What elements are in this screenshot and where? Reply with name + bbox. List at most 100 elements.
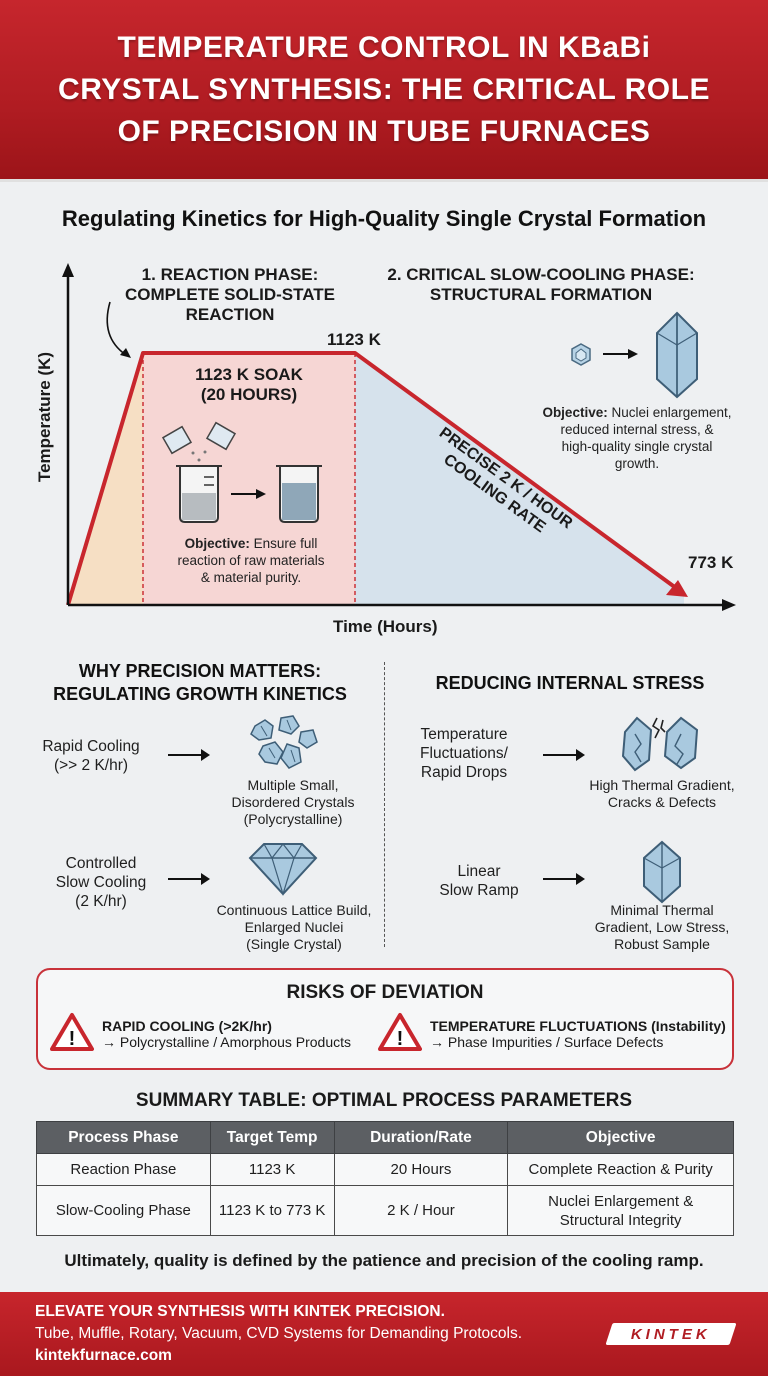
objective-line-1: Nuclei Enlargement & bbox=[548, 1192, 694, 1210]
slow-ramp-label: Linear Slow Ramp bbox=[424, 862, 534, 900]
x-axis-label: Time (Hours) bbox=[333, 617, 438, 636]
fluctuations-line-3: Rapid Drops bbox=[420, 764, 508, 781]
polycrystalline-caption: Multiple Small, Disordered Crystals (Pol… bbox=[208, 777, 378, 828]
peak-temp-label: 1123 K bbox=[327, 330, 381, 349]
phase1-objective: Objective: Ensure full reaction of raw m… bbox=[158, 535, 344, 586]
phase2-objective-label: Objective: bbox=[542, 405, 608, 420]
single-crystal-line-3: (Single Crystal) bbox=[246, 936, 342, 952]
phase1-title-line-3: REACTION bbox=[185, 305, 275, 324]
header-banner: TEMPERATURE CONTROL IN KBaBi CRYSTAL SYN… bbox=[0, 0, 768, 182]
fluctuations-line-1: Temperature bbox=[420, 726, 508, 743]
stress-section-title: REDUCING INTERNAL STRESS bbox=[435, 673, 705, 693]
slow-ramp-line-2: Slow Ramp bbox=[439, 882, 519, 899]
phase2-objective-line-4: growth. bbox=[614, 456, 660, 471]
table-row: Slow-Cooling Phase 1123 K to 773 K 2 K /… bbox=[36, 1185, 734, 1236]
risk-item-fluctuations: TEMPERATURE FLUCTUATIONS (Instability) →… bbox=[430, 1018, 730, 1050]
y-axis-label: Temperature (K) bbox=[35, 351, 54, 483]
soak-label: 1123 K SOAK (20 HOURS) bbox=[143, 365, 355, 405]
polycrystalline-line-1: Multiple Small, bbox=[247, 777, 339, 793]
temperature-profile-diagram: Temperature (K) Time (Hours) 1. REACTION… bbox=[0, 255, 768, 655]
robust-line-1: Minimal Thermal bbox=[610, 902, 714, 918]
phase1-objective-line-3: & material purity. bbox=[200, 570, 302, 585]
polycrystal-cluster-icon bbox=[250, 715, 318, 769]
cell-temp: 1123 K to 773 K bbox=[209, 1185, 335, 1236]
robust-crystal-icon bbox=[643, 840, 681, 904]
phase2-title-line-2: STRUCTURAL FORMATION bbox=[429, 285, 653, 304]
phase1-objective-label: Objective: bbox=[184, 536, 250, 551]
header-target-temp: Target Temp bbox=[209, 1121, 335, 1154]
footer-products: Tube, Muffle, Rotary, Vacuum, CVD System… bbox=[35, 1325, 523, 1342]
svg-text:!: ! bbox=[69, 1028, 76, 1050]
precision-title-line-1: WHY PRECISION MATTERS: bbox=[78, 661, 322, 681]
single-crystal-caption: Continuous Lattice Build, Enlarged Nucle… bbox=[196, 902, 392, 953]
warning-icon: ! bbox=[378, 1013, 422, 1051]
kintek-logo[interactable]: KINTEK bbox=[605, 1323, 737, 1345]
precision-title-line-2: REGULATING GROWTH KINETICS bbox=[53, 684, 347, 704]
risk-item-rapid-cooling: RAPID COOLING (>2K/hr) → Polycrystalline… bbox=[102, 1018, 382, 1050]
risk-2-text: → Phase Impurities / Surface Defects bbox=[430, 1034, 664, 1050]
phase2-objective-line-2: reduced internal stress, & bbox=[560, 422, 714, 437]
title-line-3: OF PRECISION IN TUBE FURNACES bbox=[117, 114, 651, 148]
end-temp-label: 773 K bbox=[688, 553, 734, 572]
rapid-cooling-line-1: Rapid Cooling bbox=[42, 738, 140, 755]
cell-duration: 20 Hours bbox=[333, 1153, 509, 1186]
slow-cooling-line-1: Controlled bbox=[65, 855, 137, 872]
cracks-caption: High Thermal Gradient, Cracks & Defects bbox=[574, 777, 750, 811]
cell-phase: Slow-Cooling Phase bbox=[36, 1185, 211, 1236]
cell-phase: Reaction Phase bbox=[36, 1153, 211, 1186]
precision-section-title: WHY PRECISION MATTERS: REGULATING GROWTH… bbox=[20, 660, 380, 706]
summary-table: Process Phase Target Temp Duration/Rate … bbox=[36, 1121, 734, 1236]
pouring-crucibles-icon bbox=[161, 421, 237, 462]
polycrystalline-line-3: (Polycrystalline) bbox=[243, 811, 343, 827]
slow-cooling-label: Controlled Slow Cooling (2 K/hr) bbox=[36, 854, 166, 911]
beaker-mixing-icon bbox=[176, 465, 222, 523]
phase1-objective-line-2: reaction of raw materials bbox=[177, 553, 325, 568]
profile-svg bbox=[62, 263, 736, 611]
title-line-2: CRYSTAL SYNTHESIS: THE CRITICAL ROLE bbox=[58, 72, 710, 106]
soak-label-line-1: 1123 K SOAK bbox=[195, 365, 303, 384]
footer-banner: ELEVATE YOUR SYNTHESIS WITH KINTEK PRECI… bbox=[0, 1292, 768, 1376]
phase2-objective-line-3: high-quality single crystal bbox=[561, 439, 713, 454]
cell-objective: Complete Reaction & Purity bbox=[507, 1153, 734, 1186]
y-axis-arrow bbox=[62, 263, 74, 277]
footer-website-link[interactable]: kintekfurnace.com bbox=[35, 1347, 172, 1364]
header-objective: Objective bbox=[507, 1121, 734, 1154]
phase1-pointer-head bbox=[120, 348, 131, 358]
kintek-logo-text: KINTEK bbox=[631, 1325, 711, 1343]
cell-objective: Nuclei Enlargement & Structural Integrit… bbox=[507, 1185, 734, 1236]
cooling-region bbox=[355, 353, 684, 605]
risks-title: RISKS OF DEVIATION bbox=[286, 982, 484, 1003]
soak-region bbox=[143, 353, 355, 605]
summary-title: SUMMARY TABLE: OPTIMAL PROCESS PARAMETER… bbox=[135, 1090, 633, 1111]
risks-box: RISKS OF DEVIATION ! RAPID COOLING (>2K/… bbox=[36, 968, 734, 1070]
title-line-1: TEMPERATURE CONTROL IN KBaBi bbox=[117, 30, 651, 64]
rapid-cooling-label: Rapid Cooling (>> 2 K/hr) bbox=[36, 737, 146, 775]
robust-line-3: Robust Sample bbox=[614, 936, 710, 952]
footer-headline: ELEVATE YOUR SYNTHESIS WITH KINTEK PRECI… bbox=[35, 1303, 445, 1320]
slow-cooling-arrow bbox=[168, 873, 210, 885]
cracked-crystal-icon bbox=[621, 716, 699, 772]
rapid-cooling-arrow bbox=[168, 749, 210, 761]
phase1-title-line-2: COMPLETE SOLID-STATE bbox=[125, 285, 335, 304]
svg-text:!: ! bbox=[397, 1028, 404, 1050]
phase1-objective-line-1: Ensure full bbox=[249, 536, 318, 551]
header-duration-rate: Duration/Rate bbox=[333, 1121, 509, 1154]
fluctuations-label: Temperature Fluctuations/ Rapid Drops bbox=[414, 725, 514, 782]
phase1-title-line-1: 1. REACTION PHASE: bbox=[141, 265, 319, 284]
page-subtitle: Regulating Kinetics for High-Quality Sin… bbox=[61, 206, 707, 231]
robust-caption: Minimal Thermal Gradient, Low Stress, Ro… bbox=[582, 902, 742, 953]
conclusion-text: Ultimately, quality is defined by the pa… bbox=[64, 1251, 704, 1270]
risk-1-text: → Polycrystalline / Amorphous Products bbox=[102, 1034, 351, 1050]
phase2-objective: Objective: Nuclei enlargement, reduced i… bbox=[520, 404, 754, 472]
beaker-arrow-head bbox=[256, 489, 266, 499]
phase1-pointer-arrow bbox=[106, 301, 127, 356]
small-nucleus-icon bbox=[571, 343, 591, 366]
warning-icon: ! bbox=[50, 1013, 94, 1051]
phase2-title-line-1: 2. CRITICAL SLOW-COOLING PHASE: bbox=[387, 265, 695, 284]
beaker-result-icon bbox=[276, 465, 322, 523]
slow-ramp-line-1: Linear bbox=[457, 863, 501, 880]
cell-temp: 1123 K bbox=[209, 1153, 335, 1186]
single-crystal-gem-icon bbox=[248, 843, 318, 897]
table-row: Reaction Phase 1123 K 20 Hours Complete … bbox=[36, 1153, 734, 1186]
slow-ramp-arrow bbox=[543, 873, 585, 885]
